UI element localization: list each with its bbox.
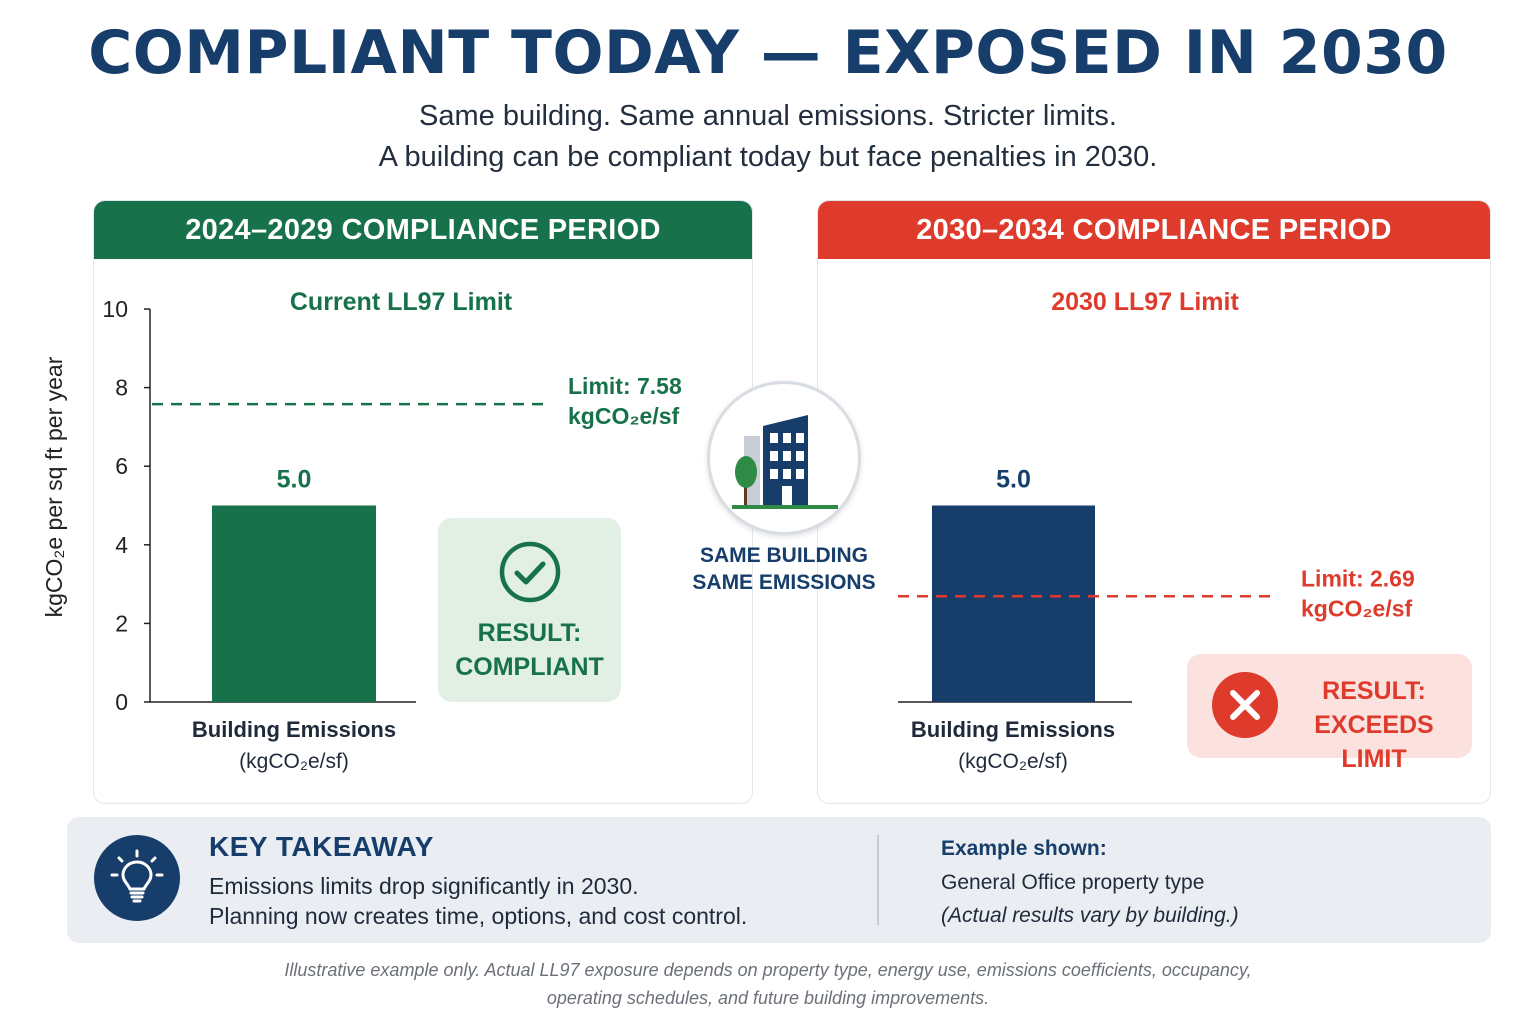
panel-header-2024-2029: 2024–2029 COMPLIANCE PERIOD <box>94 201 752 259</box>
y-tick-label: 6 <box>115 453 128 479</box>
result-label: RESULT: <box>1322 677 1426 705</box>
result-compliant-text: RESULT: COMPLIANT <box>438 616 621 684</box>
category-label: Building Emissions <box>911 717 1115 742</box>
y-tick-label: 0 <box>115 689 128 715</box>
bar-value-label: 5.0 <box>277 466 312 494</box>
limit-label-unit: kgCO₂e/sf <box>1301 595 1413 621</box>
check-circle-icon <box>499 541 561 603</box>
result-label: RESULT: <box>477 619 582 647</box>
lightbulb-icon-circle <box>94 835 180 921</box>
y-tick-label: 10 <box>102 296 128 322</box>
category-label: Building Emissions <box>192 717 396 742</box>
page-title: COMPLIANT TODAY — EXPOSED IN 2030 <box>88 18 1448 88</box>
y-tick-label: 8 <box>115 375 128 401</box>
subtitle-line-1: Same building. Same annual emissions. St… <box>419 100 1117 132</box>
same-emissions-label: SAME EMISSIONS <box>692 571 876 594</box>
example-title: Example shown: <box>941 837 1107 860</box>
limit-label-value: Limit: 7.58 <box>568 373 682 399</box>
limit-label-unit: kgCO₂e/sf <box>568 403 680 429</box>
result-value: COMPLIANT <box>455 653 604 681</box>
chart-subtitle: 2030 LL97 Limit <box>1051 288 1239 316</box>
building-icon <box>732 415 838 509</box>
result-exceeds-text: RESULT: EXCEEDS LIMIT <box>1279 674 1469 776</box>
key-takeaway-line-2: Planning now creates time, options, and … <box>209 903 748 929</box>
same-building-label: SAME BUILDING <box>700 544 868 567</box>
bar-value-label: 5.0 <box>996 466 1031 494</box>
bar-building-emissions <box>212 505 376 702</box>
x-circle-icon <box>1212 672 1278 738</box>
result-compliant-box: RESULT: COMPLIANT <box>438 518 621 702</box>
key-takeaway-title: KEY TAKEAWAY <box>209 831 434 862</box>
example-note: (Actual results vary by building.) <box>941 904 1239 927</box>
y-tick-label: 2 <box>115 610 128 636</box>
chart-subtitle: Current LL97 Limit <box>290 288 513 316</box>
panel-2030-2034: 2030–2034 COMPLIANCE PERIOD <box>817 200 1491 804</box>
key-takeaway-line-1: Emissions limits drop significantly in 2… <box>209 873 639 899</box>
panel-header-2030-2034: 2030–2034 COMPLIANCE PERIOD <box>818 201 1490 259</box>
y-axis-label: kgCO₂e per sq ft per year <box>41 356 67 617</box>
divider <box>877 835 879 925</box>
bar-building-emissions <box>932 505 1095 702</box>
y-tick-label: 4 <box>115 532 128 558</box>
lightbulb-icon <box>110 849 164 903</box>
key-takeaway-box: KEY TAKEAWAY Emissions limits drop signi… <box>67 817 1491 943</box>
subtitle-line-2: A building can be compliant today but fa… <box>378 141 1158 173</box>
limit-label-value: Limit: 2.69 <box>1301 565 1415 591</box>
category-unit-label: (kgCO₂e/sf) <box>958 750 1068 773</box>
building-icon-circle <box>707 381 861 535</box>
category-unit-label: (kgCO₂e/sf) <box>239 750 349 773</box>
result-exceeds-box: RESULT: EXCEEDS LIMIT <box>1187 654 1472 773</box>
result-value: EXCEEDS LIMIT <box>1314 711 1434 773</box>
disclaimer-line-1: Illustrative example only. Actual LL97 e… <box>284 960 1252 980</box>
example-line: General Office property type <box>941 871 1205 894</box>
disclaimer-line-2: operating schedules, and future building… <box>546 988 990 1008</box>
